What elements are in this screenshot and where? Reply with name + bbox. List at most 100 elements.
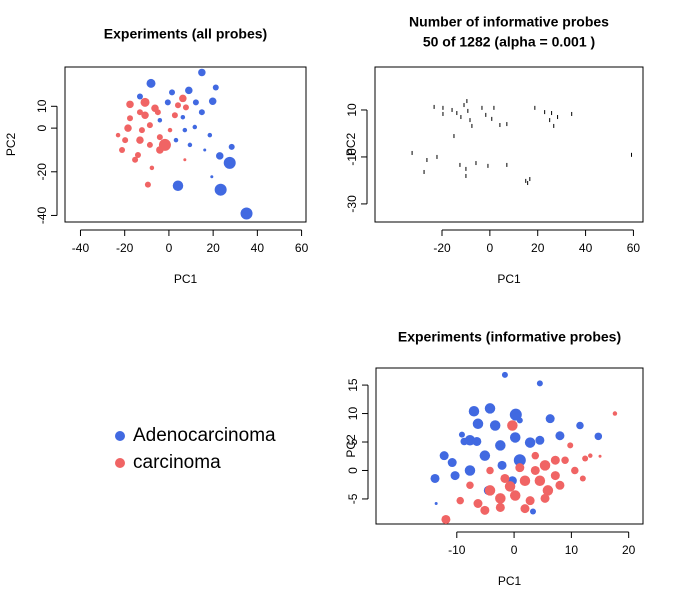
point bbox=[144, 181, 151, 188]
point bbox=[495, 440, 506, 451]
point bbox=[550, 471, 560, 481]
point bbox=[571, 466, 579, 475]
probe-mark bbox=[436, 154, 438, 159]
point bbox=[489, 420, 501, 431]
point bbox=[157, 118, 163, 123]
point bbox=[136, 109, 143, 116]
point bbox=[198, 109, 205, 116]
x-tick-label: 0 bbox=[166, 241, 173, 255]
probe-mark bbox=[481, 105, 483, 110]
point bbox=[513, 454, 526, 467]
x-axis-label: PC1 bbox=[497, 272, 521, 286]
y-tick-label: -10 bbox=[345, 148, 359, 166]
point bbox=[192, 99, 199, 106]
point bbox=[509, 490, 521, 501]
chart-title: Experiments (all probes) bbox=[104, 26, 267, 42]
point bbox=[534, 475, 546, 486]
point bbox=[146, 141, 153, 148]
point bbox=[500, 473, 510, 483]
point bbox=[430, 473, 440, 483]
point bbox=[472, 436, 482, 446]
probe-mark bbox=[456, 111, 458, 116]
plot-box bbox=[64, 66, 307, 223]
point bbox=[180, 114, 186, 120]
point bbox=[555, 431, 565, 441]
point bbox=[535, 435, 545, 445]
point bbox=[136, 93, 143, 100]
point bbox=[164, 99, 171, 106]
point bbox=[466, 481, 474, 490]
point bbox=[507, 420, 518, 431]
point bbox=[473, 499, 483, 509]
point bbox=[156, 146, 164, 154]
probe-mark bbox=[453, 134, 455, 139]
point bbox=[520, 504, 530, 514]
y-tick-label: 10 bbox=[345, 103, 359, 117]
point bbox=[516, 417, 523, 424]
point bbox=[173, 137, 179, 143]
x-tick-label: 20 bbox=[206, 241, 220, 255]
probe-mark bbox=[442, 111, 444, 116]
x-tick-label: 10 bbox=[565, 543, 579, 557]
point bbox=[594, 432, 603, 441]
point bbox=[119, 146, 126, 153]
probe-mark bbox=[469, 118, 471, 123]
y-tick-label: -30 bbox=[345, 195, 359, 213]
point bbox=[216, 152, 224, 160]
legend-label: carcinoma bbox=[133, 452, 221, 473]
y-tick-label: -20 bbox=[35, 163, 49, 181]
y-axis-label: PC2 bbox=[344, 434, 358, 458]
point bbox=[434, 502, 438, 506]
probe-mark bbox=[487, 163, 489, 168]
y-tick-label: 10 bbox=[35, 99, 49, 113]
probe-mark bbox=[499, 123, 501, 128]
point bbox=[460, 437, 468, 446]
y-tick-label: 0 bbox=[35, 124, 49, 131]
point bbox=[441, 514, 451, 524]
point bbox=[207, 132, 213, 138]
x-tick-label: 40 bbox=[579, 241, 593, 255]
x-tick-label: 20 bbox=[622, 543, 636, 557]
point bbox=[501, 371, 508, 378]
probe-mark bbox=[467, 108, 469, 113]
point bbox=[183, 158, 187, 162]
point bbox=[504, 481, 516, 492]
point bbox=[134, 151, 141, 158]
y-tick-label: -5 bbox=[346, 493, 360, 504]
point bbox=[210, 175, 214, 179]
point bbox=[567, 442, 574, 449]
point bbox=[612, 411, 618, 416]
probe-mark bbox=[471, 123, 473, 128]
x-tick-label: 60 bbox=[627, 241, 641, 255]
point bbox=[486, 466, 494, 475]
point bbox=[582, 455, 589, 462]
point bbox=[182, 127, 188, 133]
x-tick-label: -10 bbox=[448, 543, 466, 557]
probe-mark bbox=[433, 104, 435, 109]
probe-mark bbox=[426, 158, 428, 162]
probe-mark bbox=[411, 150, 413, 155]
x-tick-label: -20 bbox=[433, 241, 451, 255]
point bbox=[223, 156, 236, 169]
y-tick-label: 5 bbox=[346, 438, 360, 445]
x-tick-label: -20 bbox=[116, 241, 134, 255]
point bbox=[122, 137, 129, 144]
probe-mark bbox=[459, 162, 461, 167]
probe-mark bbox=[544, 110, 546, 115]
point bbox=[545, 414, 555, 424]
probe-mark bbox=[529, 177, 531, 182]
point bbox=[479, 450, 491, 461]
point bbox=[447, 458, 457, 468]
legend-marker bbox=[115, 458, 125, 468]
x-tick-label: 20 bbox=[531, 241, 545, 255]
point bbox=[484, 485, 496, 496]
point bbox=[468, 406, 480, 417]
point bbox=[495, 493, 506, 504]
point bbox=[509, 432, 521, 443]
point bbox=[579, 475, 586, 482]
x-tick-label: 60 bbox=[295, 241, 309, 255]
point bbox=[456, 496, 464, 505]
legend-label: Adenocarcinoma bbox=[133, 425, 276, 446]
y-tick-label: 0 bbox=[346, 467, 360, 474]
point bbox=[539, 460, 551, 471]
